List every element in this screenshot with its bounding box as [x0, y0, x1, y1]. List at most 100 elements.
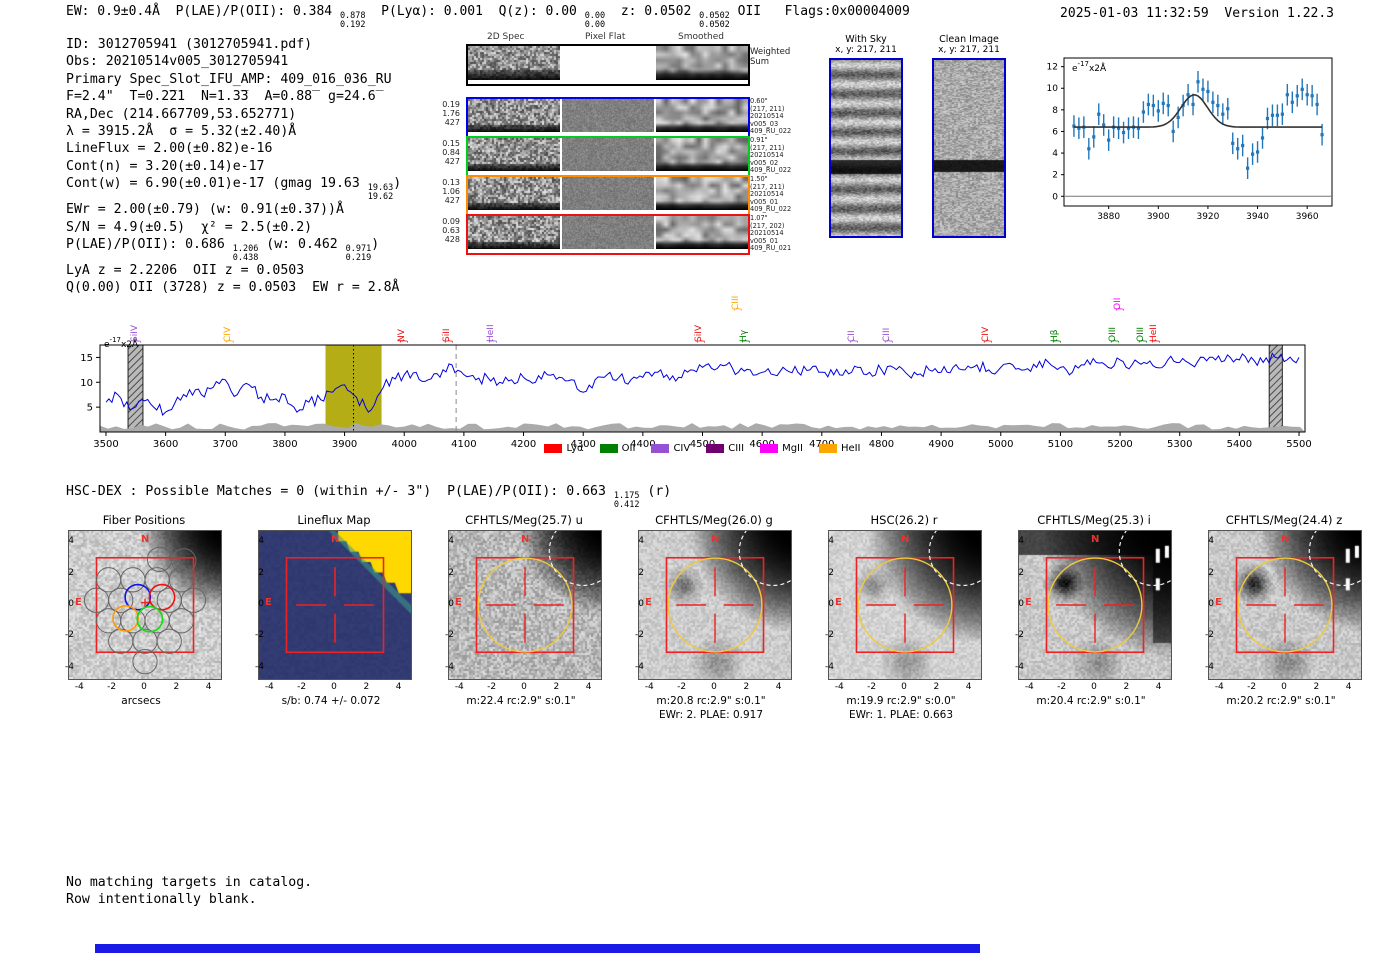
x-axis-tick-label: 2: [1313, 682, 1320, 692]
svg-text:3900: 3900: [332, 439, 357, 450]
y-axis-tick-label: 4: [828, 536, 834, 547]
svg-text:3800: 3800: [272, 439, 297, 450]
svg-text:4500: 4500: [690, 439, 715, 450]
y-axis-tick-label: 2: [828, 567, 834, 578]
cutout-overlay: [1045, 531, 1171, 654]
cutout-title: Lineflux Map: [297, 513, 371, 527]
row-annotation-line: 20210514: [750, 190, 784, 199]
y-axis-tick-label: 0: [828, 599, 834, 609]
text-segment: λ = 3915.2Å σ = 5.32(±2.40)Å: [66, 124, 297, 140]
svg-text:5300: 5300: [1167, 439, 1192, 450]
weighted-sum-label-line1: Weighted: [750, 47, 791, 57]
svg-text:5000: 5000: [988, 439, 1013, 450]
cutout-title: CFHTLS/Meg(25.7) u: [465, 513, 583, 527]
info-line: Obs: 20210514v005_3012705941: [66, 53, 401, 70]
y-axis-tick-label: -4: [445, 661, 454, 672]
legend-label: MgII: [782, 443, 803, 454]
info-line: LineFlux = 2.00(±0.82)e-16: [66, 140, 401, 157]
row-weight-values: 0.15 0.84 427: [420, 139, 460, 166]
hi-lo-uncertainty: 0.0502 0.0502: [699, 11, 730, 30]
cutout-overlay: [83, 546, 207, 675]
report-datetime: 2025-01-03 11:32:59: [1060, 6, 1209, 21]
y-axis-tick-label: 2: [1208, 567, 1214, 578]
legend-item: OII: [599, 443, 635, 454]
header-gap: [1209, 6, 1225, 21]
svg-text:5100: 5100: [1048, 439, 1073, 450]
row-2dspec-image: [468, 99, 560, 136]
info-line: ID: 3012705941 (3012705941.pdf): [66, 36, 401, 53]
x-axis-tick-label: -2: [1247, 682, 1257, 692]
cutout-title: Fiber Positions: [102, 513, 186, 527]
row-smoothed-image: [656, 138, 748, 175]
report-version: Version 1.22.3: [1224, 6, 1334, 21]
x-axis-tick-label: -4: [644, 682, 654, 692]
weighted-smoothed-image: [656, 46, 748, 84]
cutout-caption: m:20.2 rc:2.9" s:0.1": [1226, 695, 1336, 707]
svg-text:4200: 4200: [511, 439, 536, 450]
x-axis-tick-label: 0: [1281, 682, 1287, 692]
row-weight-value: 427: [444, 196, 460, 205]
text-segment: Obs: 20210514v005_3012705941: [66, 54, 289, 70]
row-annotation-line: 409_RU_022: [750, 127, 792, 136]
weighted-pixelflat-blank: [562, 46, 654, 84]
row-annotation-line: 409_RU_022: [750, 166, 792, 175]
row-annotation-line: v005_02: [750, 158, 779, 167]
x-axis-tick-label: 4: [395, 682, 402, 692]
x-axis-tick-label: 2: [363, 682, 370, 692]
text-segment: e: [1072, 64, 1078, 74]
compass-east: E: [455, 597, 462, 608]
svg-text:3880: 3880: [1097, 212, 1120, 222]
row-annotation: 1.50" (217, 211) 20210514 v005_01 409_RU_022: [750, 175, 820, 214]
x-axis-tick-label: -4: [74, 682, 84, 692]
hi-lo-uncertainty: 0.00 0.00: [584, 11, 606, 30]
text-segment: Primary Spec_Slot_IFU_AMP: 409_016_036_R…: [66, 71, 392, 87]
y-axis-tick-label: 2: [258, 567, 264, 578]
info-line: EWr = 2.00(±0.79) (w: 0.91(±0.37))Å: [66, 201, 401, 218]
x-axis-tick-label: -2: [297, 682, 307, 692]
compass-east: E: [835, 597, 842, 608]
x-axis-tick-label: 2: [173, 682, 180, 692]
info-line: LyA z = 2.2206 OII z = 0.0503: [66, 262, 401, 279]
svg-text:3960: 3960: [1296, 212, 1319, 222]
row-annotation-line: v005_03: [750, 119, 779, 128]
row-weight-value: 0.13: [442, 178, 460, 187]
compass-east: E: [75, 597, 82, 608]
superscript: -17: [109, 336, 121, 344]
row-weight-value: 428: [444, 235, 460, 244]
svg-text:3500: 3500: [93, 439, 118, 450]
bottom-blue-bar: [95, 944, 980, 953]
y-axis-tick-label: -2: [445, 630, 454, 641]
text-segment: (w: 0.462: [258, 237, 346, 253]
footer-line: No matching targets in catalog.: [66, 875, 313, 890]
y-axis-tick-label: 0: [448, 599, 454, 609]
svg-text:6: 6: [1052, 127, 1058, 137]
row-annotation-line: (217, 211): [750, 104, 785, 113]
svg-text:4100: 4100: [451, 439, 476, 450]
hi-lo-uncertainty: 0.878 0.192: [339, 11, 366, 30]
text-segment: P(Lyα): 0.001 Q(z): 0.00: [365, 4, 585, 19]
x-axis-tick-label: 0: [521, 682, 527, 692]
y-axis-tick-label: -4: [825, 661, 834, 672]
x-axis-tick-label: -2: [867, 682, 877, 692]
legend-swatch: [651, 444, 670, 453]
row-smoothed-image: [656, 99, 748, 136]
svg-text:4800: 4800: [869, 439, 894, 450]
compass-north: N: [141, 534, 150, 545]
legend-label: CIV: [673, 443, 691, 454]
y-axis-tick-label: -4: [635, 661, 644, 672]
legend-item: Lyα: [544, 443, 584, 454]
compass-east: E: [645, 597, 652, 608]
compass-east: E: [265, 597, 272, 608]
y-axis-tick-label: 0: [68, 599, 74, 609]
clean-image: [932, 58, 1006, 238]
row-annotation-line: v005_01: [750, 197, 779, 206]
with-sky-coords: x, y: 217, 211: [835, 45, 897, 55]
row-annotation-line: 20210514: [750, 229, 784, 238]
text-segment: P(LAE)/P(OII): 0.686: [66, 237, 233, 253]
legend-label: HeII: [840, 443, 861, 454]
cutout-caption: m:20.4 rc:2.9" s:0.1": [1036, 695, 1146, 707]
